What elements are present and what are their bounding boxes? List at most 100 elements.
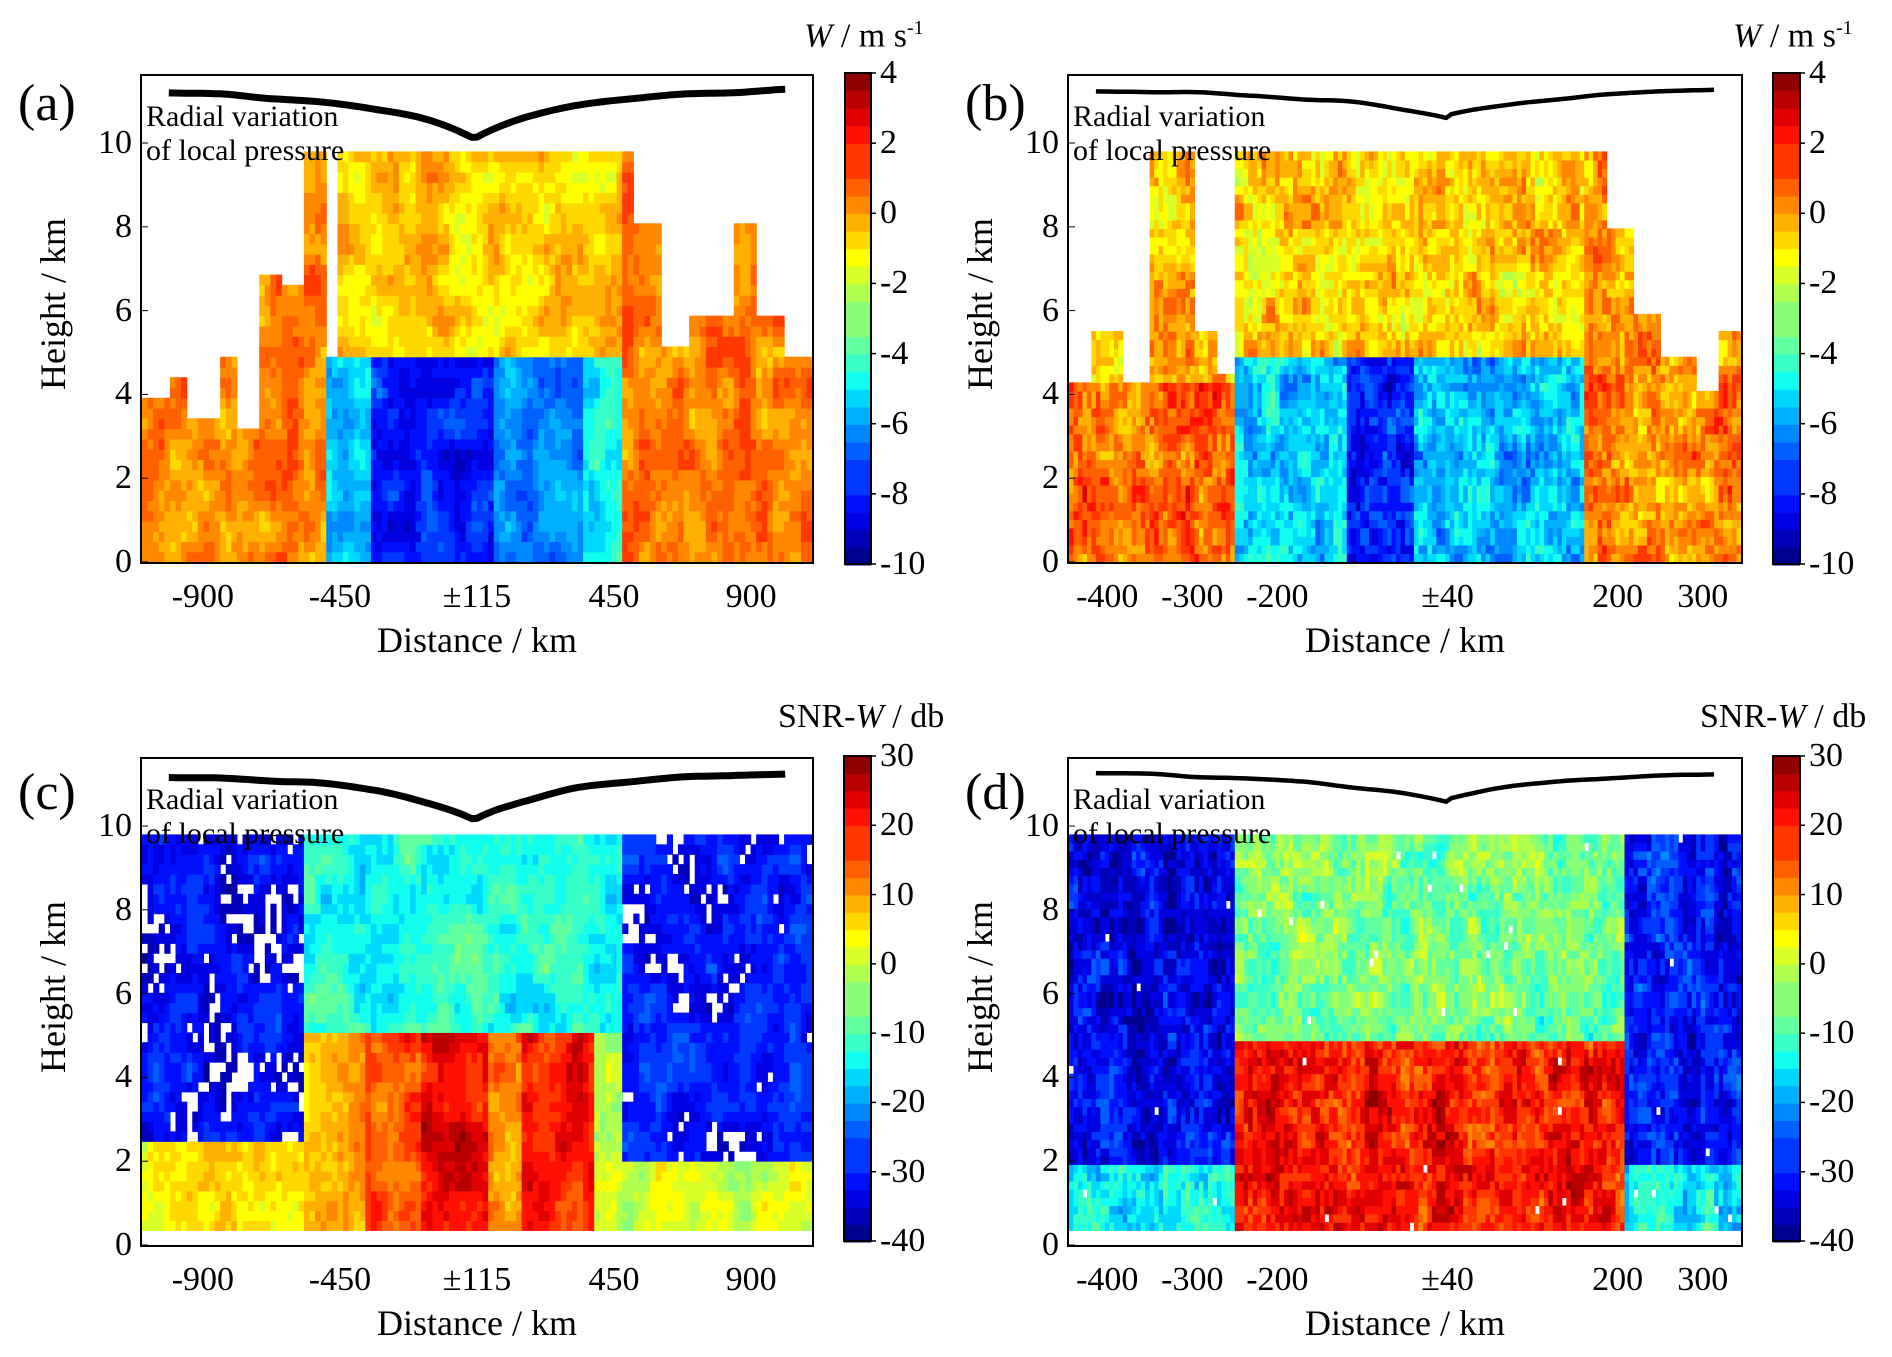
heatmap-cell <box>544 510 551 522</box>
heatmap-cell <box>1167 356 1173 366</box>
heatmap-cell <box>1154 467 1160 478</box>
heatmap-cell <box>611 233 618 245</box>
heatmap-cell <box>1243 485 1249 495</box>
heatmap-cell <box>404 213 411 224</box>
heatmap-cell <box>510 418 517 430</box>
heatmap-cell <box>443 510 450 522</box>
heatmap-cell <box>488 469 495 481</box>
heatmap-cell <box>504 171 512 183</box>
heatmap-cell <box>415 551 422 562</box>
heatmap-cell <box>1163 459 1169 469</box>
heatmap-cell <box>772 325 780 337</box>
heatmap-cell <box>309 520 316 532</box>
heatmap-cell <box>555 366 562 378</box>
heatmap-cell <box>1212 425 1218 435</box>
heatmap-cell <box>432 295 439 306</box>
heatmap-cell <box>1095 519 1101 529</box>
heatmap-cell <box>393 336 400 348</box>
heatmap-cell <box>627 377 634 389</box>
heatmap-cell <box>270 520 277 532</box>
heatmap-cell <box>622 438 629 450</box>
heatmap-cell <box>739 459 746 471</box>
heatmap-cell <box>460 387 467 399</box>
heatmap-cell <box>1069 390 1075 401</box>
heatmap-cell <box>784 356 791 368</box>
heatmap-cell <box>1203 485 1209 495</box>
heatmap-cell <box>477 490 484 502</box>
heatmap-cell <box>1189 296 1196 306</box>
heatmap-cell <box>214 469 221 481</box>
heatmap-cell <box>410 387 417 399</box>
heatmap-cell <box>315 305 322 317</box>
heatmap-cell <box>1131 450 1137 460</box>
heatmap-cell <box>421 346 428 358</box>
heatmap-cell <box>393 192 400 204</box>
heatmap-cell <box>1167 527 1173 537</box>
heatmap-cell <box>1167 228 1173 238</box>
heatmap-cell <box>287 459 294 471</box>
heatmap-cell <box>549 551 556 562</box>
heatmap-cell <box>638 336 646 348</box>
heatmap-cell <box>236 469 244 481</box>
heatmap-cell <box>800 490 808 502</box>
heatmap-cell <box>292 366 299 378</box>
heatmap-cell <box>348 438 355 450</box>
heatmap-cell <box>638 284 646 296</box>
heatmap-cell <box>398 233 406 245</box>
heatmap-cell <box>1077 527 1084 537</box>
heatmap-cell <box>192 520 199 532</box>
heatmap-cell <box>465 284 473 296</box>
heatmap-cell <box>521 418 528 430</box>
heatmap-cell <box>1109 433 1115 443</box>
colorbar-segment <box>845 319 871 338</box>
heatmap-cell <box>292 531 299 543</box>
heatmap-cell <box>1216 476 1222 486</box>
heatmap-cell <box>1225 399 1231 409</box>
heatmap-cell <box>627 243 634 255</box>
heatmap-cell <box>1073 544 1079 555</box>
heatmap-cell <box>1149 544 1155 555</box>
heatmap-cell <box>532 459 540 471</box>
heatmap-cell <box>270 366 277 378</box>
heatmap-cell <box>1154 296 1160 306</box>
heatmap-cell <box>672 459 679 471</box>
heatmap-cell <box>549 202 556 214</box>
heatmap-cell <box>605 490 612 502</box>
heatmap-cell <box>504 500 512 512</box>
heatmap-cell <box>465 274 473 286</box>
heatmap-cell <box>303 541 311 553</box>
heatmap-cell <box>1149 382 1155 392</box>
heatmap-cell <box>1181 365 1187 375</box>
heatmap-cell <box>354 223 361 235</box>
heatmap-cell <box>220 469 227 481</box>
heatmap-cell <box>387 449 394 460</box>
heatmap-cell <box>432 213 439 224</box>
heatmap-cell <box>605 428 612 440</box>
heatmap-cell <box>521 213 528 224</box>
heatmap-cell <box>717 500 724 512</box>
heatmap-cell <box>566 418 573 430</box>
heatmap-cell <box>348 397 355 409</box>
heatmap-cell <box>337 397 344 409</box>
heatmap-cell <box>253 428 260 440</box>
heatmap-cell <box>437 551 445 562</box>
heatmap-cell <box>599 254 607 265</box>
heatmap-cell <box>1131 544 1137 555</box>
heatmap-cell <box>465 356 473 368</box>
heatmap-cell <box>611 305 618 317</box>
heatmap-cell <box>437 192 445 204</box>
heatmap-cell <box>772 479 780 491</box>
y-tick-label: 6 <box>72 293 132 328</box>
heatmap-cell <box>694 500 701 512</box>
heatmap-cell <box>449 254 456 265</box>
heatmap-cell <box>633 479 640 491</box>
heatmap-cell <box>387 171 394 183</box>
heatmap-cell <box>1163 450 1169 460</box>
heatmap-cell <box>1234 194 1240 204</box>
heatmap-cell <box>504 397 512 409</box>
heatmap-cell <box>1077 493 1084 503</box>
heatmap-cell <box>398 438 406 450</box>
heatmap-cell <box>571 479 579 491</box>
heatmap-cell <box>426 469 433 481</box>
heatmap-cell <box>1154 271 1160 281</box>
